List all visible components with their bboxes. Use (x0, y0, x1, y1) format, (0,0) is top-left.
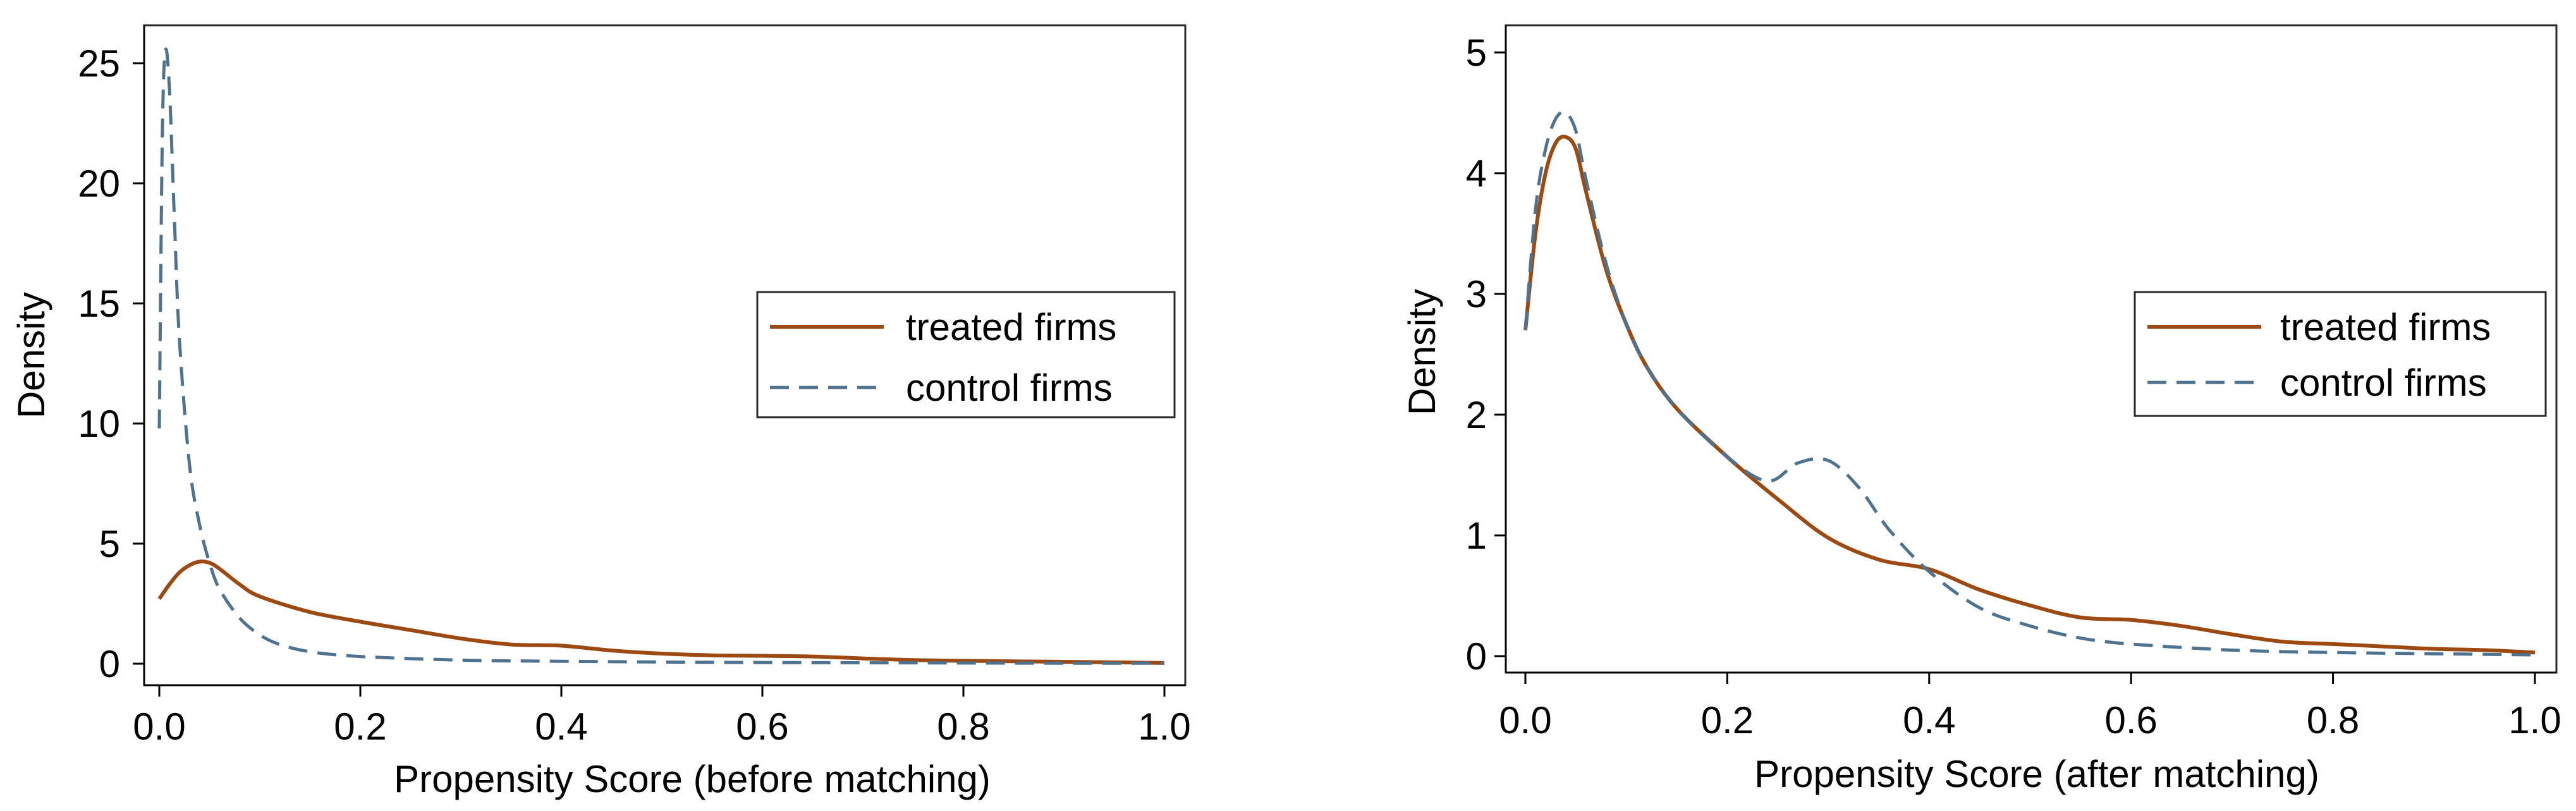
x-axis-title: Propensity Score (before matching) (394, 758, 991, 800)
x-tick-label: 0.6 (2104, 699, 2157, 741)
series-control-firms (1523, 110, 2536, 657)
x-tick-label: 0.4 (535, 705, 587, 748)
y-tick-label: 5 (1466, 32, 1487, 74)
legend-label-control: control firms (2280, 362, 2487, 404)
chart-after-matching: 0.0 0.2 0.4 0.6 0.8 1.0 0 1 2 3 4 5 Density Propens… (1401, 24, 2561, 795)
y-tick-label: 1 (1466, 515, 1487, 557)
legend-label-treated: treated firms (2280, 306, 2491, 348)
chart-before-matching: 0.0 0.2 0.4 0.6 0.8 1.0 0 5 10 15 20 25 Density Pro… (10, 24, 1191, 800)
ticks: 0.0 0.2 0.4 0.6 0.8 1.0 0 5 10 15 20 25 (78, 42, 1190, 748)
y-tick-label: 2 (1466, 394, 1487, 436)
y-tick-label: 20 (78, 162, 120, 205)
y-axis-title: Density (10, 292, 52, 418)
ticks: 0.0 0.2 0.4 0.6 0.8 1.0 0 1 2 3 4 5 (1466, 32, 2561, 741)
series-control-firms (157, 47, 1165, 665)
series-layer (1523, 110, 2536, 657)
x-tick-label: 0.8 (2307, 699, 2359, 741)
y-tick-label: 5 (99, 523, 120, 565)
x-tick-label: 0.0 (1499, 699, 1551, 741)
y-tick-label: 15 (78, 283, 120, 325)
legend-box (756, 291, 1176, 418)
y-tick-label: 10 (78, 403, 120, 445)
x-tick-label: 0.8 (937, 705, 989, 748)
x-tick-label: 0.4 (1903, 699, 1955, 741)
y-axis-title: Density (1401, 289, 1443, 415)
x-tick-label: 0.2 (1701, 699, 1754, 741)
x-tick-label: 0.0 (133, 705, 185, 748)
series-treated-firms (157, 559, 1165, 665)
series-layer (157, 47, 1165, 665)
legend-box (2133, 291, 2547, 417)
x-tick-label: 1.0 (2508, 699, 2561, 741)
x-tick-label: 0.6 (736, 705, 788, 748)
y-tick-label: 25 (78, 42, 120, 85)
y-tick-label: 0 (99, 643, 120, 685)
legend-label-control: control firms (906, 367, 1113, 409)
legend: treated firms control firms (2133, 291, 2547, 417)
legend-label-treated: treated firms (906, 306, 1116, 348)
x-tick-label: 0.2 (334, 705, 386, 748)
y-tick-label: 4 (1466, 152, 1487, 195)
x-tick-label: 1.0 (1138, 705, 1190, 748)
x-axis-title: Propensity Score (after matching) (1754, 753, 2319, 795)
y-tick-label: 3 (1466, 273, 1487, 315)
y-tick-label: 0 (1466, 635, 1487, 678)
legend: treated firms control firms (756, 291, 1176, 418)
series-treated-firms (1523, 135, 2536, 655)
